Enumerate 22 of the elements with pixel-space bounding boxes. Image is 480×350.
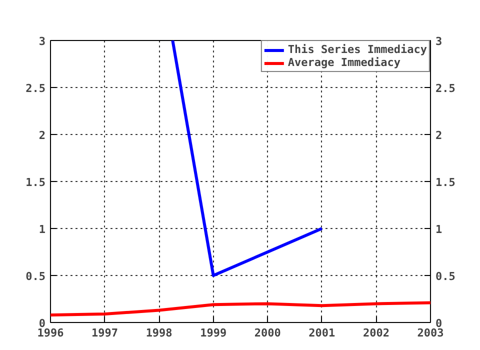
x-tick-label: 1997 bbox=[92, 326, 118, 340]
y-tick-label: 1 bbox=[38, 223, 46, 236]
y2-tick-label: 2 bbox=[436, 129, 442, 142]
x-tick-label: 2001 bbox=[308, 326, 336, 340]
y-tick-label: 1.5 bbox=[26, 176, 46, 189]
y-tick-label: 2 bbox=[38, 129, 46, 142]
line-series bbox=[49, 301, 432, 316]
x-tick-label: 1999 bbox=[200, 326, 227, 340]
y-tick-label: 0.5 bbox=[26, 270, 46, 283]
y2-tick-label: 2.5 bbox=[436, 82, 456, 95]
y-tick-label: 2.5 bbox=[26, 82, 46, 95]
x-tick-label: 2000 bbox=[254, 326, 281, 340]
y-tick-label: 3 bbox=[38, 35, 46, 48]
x-tick-label: 2002 bbox=[362, 326, 390, 340]
y2-tick-label: 1 bbox=[436, 223, 442, 236]
x-tick-label: 2003 bbox=[417, 326, 444, 340]
x-tick-label: 1998 bbox=[146, 326, 172, 340]
y2-tick-label: 3 bbox=[436, 35, 442, 48]
y2-tick-label: 0.5 bbox=[436, 270, 456, 283]
legend-label: This Series Immediacy bbox=[288, 43, 427, 56]
legend-label: Average Immediacy bbox=[288, 56, 401, 69]
y2-tick-label: 1.5 bbox=[436, 176, 456, 189]
